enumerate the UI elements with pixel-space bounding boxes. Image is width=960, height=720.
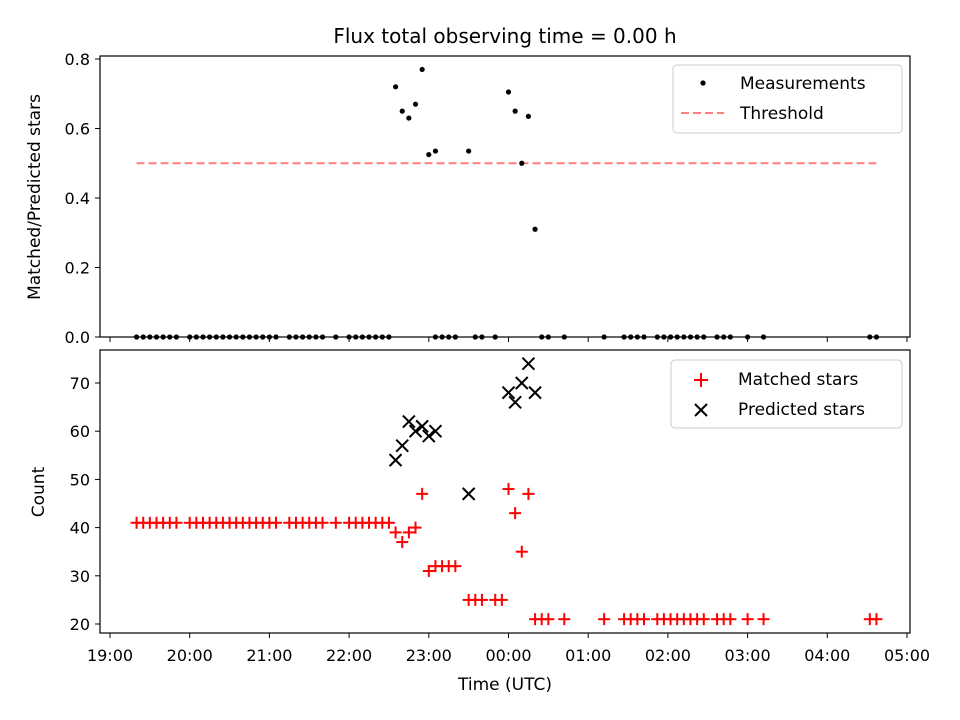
bottom-y-axis: 20 30 40 50 60 70 bbox=[70, 374, 100, 634]
top-legend-box bbox=[672, 64, 903, 134]
top-y-tick-label: 0.6 bbox=[65, 120, 90, 139]
top-panel-frame bbox=[99, 55, 911, 338]
top-y-axis: 0.0 0.2 0.4 0.6 0.8 bbox=[65, 50, 100, 347]
predicted-star-point bbox=[402, 414, 416, 429]
predicted-star-point bbox=[415, 419, 429, 434]
matched-star-point bbox=[270, 516, 283, 529]
x-tick-label: 01:00 bbox=[565, 646, 611, 665]
matched-star-point bbox=[329, 516, 342, 529]
matched-star-point bbox=[757, 613, 770, 626]
top-y-tick-label: 0.8 bbox=[65, 50, 90, 69]
chart-title: Flux total observing time = 0.00 h bbox=[333, 24, 676, 48]
matched-star-point bbox=[502, 483, 515, 496]
matched-star-point bbox=[542, 613, 555, 626]
x-tick-label: 05:00 bbox=[884, 646, 930, 665]
bottom-y-tick-label: 50 bbox=[70, 470, 90, 489]
legend-measurements-label: Measurements bbox=[740, 74, 866, 94]
measurement-point bbox=[399, 108, 405, 114]
x-tick-label: 22:00 bbox=[326, 646, 372, 665]
legend-predicted-marker bbox=[694, 403, 708, 417]
measurement-point bbox=[512, 108, 518, 114]
matched-star-point bbox=[870, 613, 883, 626]
predicted-star-point bbox=[388, 453, 403, 467]
x-tick-label: 02:00 bbox=[645, 646, 691, 665]
top-x-axis bbox=[109, 337, 908, 342]
top-y-tick-label: 0.2 bbox=[65, 259, 90, 278]
predicted-star-point bbox=[528, 385, 542, 400]
bottom-x-axis: 19:00 20:00 21:00 22:00 23:00 00:00 01:00 02:00… bbox=[87, 633, 930, 665]
measurement-point bbox=[406, 115, 412, 121]
x-tick-label: 21:00 bbox=[246, 646, 292, 665]
measurement-point bbox=[419, 66, 425, 73]
matched-star-point bbox=[509, 507, 522, 520]
top-y-tick-label: 0.0 bbox=[65, 328, 90, 347]
measurement-point bbox=[466, 148, 472, 154]
bottom-y-tick-label: 60 bbox=[70, 422, 90, 441]
x-tick-label: 04:00 bbox=[804, 646, 850, 665]
matched-star-point bbox=[475, 593, 488, 606]
predicted-star-point bbox=[422, 429, 436, 443]
matched-star-point bbox=[741, 613, 754, 626]
legend-matched-marker bbox=[694, 373, 708, 387]
matched-star-point bbox=[724, 613, 737, 626]
matched-star-point bbox=[558, 613, 571, 626]
matched-star-point bbox=[382, 516, 395, 529]
bottom-panel-frame bbox=[99, 349, 911, 634]
measurement-point bbox=[519, 160, 525, 166]
matched-star-point bbox=[389, 526, 402, 539]
x-tick-label: 23:00 bbox=[406, 646, 452, 665]
matched-star-point bbox=[637, 613, 650, 626]
x-axis-label: Time (UTC) bbox=[457, 675, 552, 695]
matched-star-point bbox=[522, 487, 535, 500]
predicted-star-point bbox=[461, 487, 476, 501]
predicted-star-point bbox=[521, 357, 536, 371]
matched-star-point bbox=[449, 560, 462, 573]
predicted-star-point bbox=[508, 395, 522, 409]
bottom-y-axis-label: Count bbox=[29, 466, 49, 517]
predicted-star-point bbox=[395, 438, 409, 453]
bottom-y-tick-label: 40 bbox=[70, 519, 90, 538]
predicted-star-point bbox=[428, 424, 443, 438]
matched-star-point bbox=[170, 516, 183, 529]
bottom-y-tick-label: 30 bbox=[70, 567, 90, 586]
bottom-y-tick-label: 20 bbox=[70, 615, 90, 634]
measurement-point bbox=[412, 101, 419, 107]
top-y-tick-label: 0.4 bbox=[65, 189, 90, 208]
measurement-point bbox=[426, 151, 432, 158]
matched-star-point bbox=[316, 516, 329, 529]
measurement-point bbox=[392, 84, 399, 90]
matched-star-point bbox=[697, 613, 710, 626]
matched-star-point bbox=[402, 526, 415, 539]
predicted-star-point bbox=[515, 376, 529, 390]
matched-star-point bbox=[396, 536, 409, 549]
bottom-legend: Matched stars Predicted stars bbox=[670, 359, 903, 429]
matched-star-point bbox=[598, 613, 611, 626]
x-tick-label: 00:00 bbox=[485, 646, 531, 665]
top-y-axis-label: Matched/Predicted stars bbox=[25, 94, 45, 300]
bottom-legend-box bbox=[670, 359, 903, 429]
predicted-star-point bbox=[501, 385, 516, 400]
legend-predicted-label: Predicted stars bbox=[738, 400, 865, 420]
measurement-point bbox=[505, 89, 512, 95]
legend-threshold-label: Threshold bbox=[739, 104, 824, 124]
matched-star-point bbox=[416, 487, 429, 500]
matched-star-point bbox=[409, 521, 422, 534]
top-legend: Measurements Threshold bbox=[672, 64, 903, 134]
legend-measurements-marker bbox=[700, 80, 706, 86]
measurement-point bbox=[532, 226, 538, 232]
measurement-point bbox=[525, 113, 532, 119]
x-tick-label: 03:00 bbox=[725, 646, 771, 665]
matched-star-point bbox=[515, 545, 528, 558]
measurement-point bbox=[432, 148, 439, 154]
matched-star-point bbox=[422, 564, 435, 577]
x-tick-label: 20:00 bbox=[167, 646, 213, 665]
bottom-y-tick-label: 70 bbox=[70, 374, 90, 393]
predicted-star-point bbox=[408, 424, 423, 438]
x-tick-label: 19:00 bbox=[87, 646, 133, 665]
bottom-panel-plot-area bbox=[130, 357, 883, 626]
matched-star-point bbox=[495, 593, 508, 606]
legend-matched-label: Matched stars bbox=[738, 370, 858, 390]
